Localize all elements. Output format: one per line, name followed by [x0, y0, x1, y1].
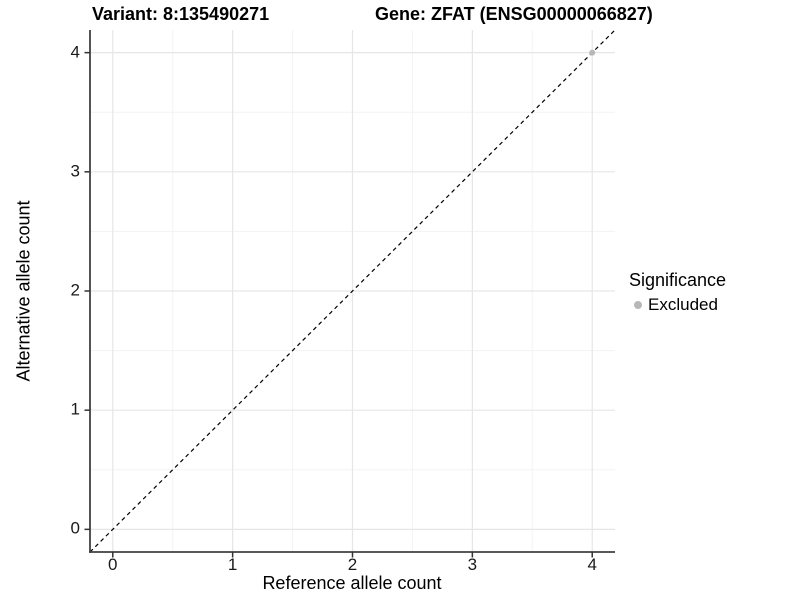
legend-item-label: Excluded	[648, 295, 718, 314]
y-tick-label: 2	[70, 280, 80, 300]
legend: Significance Excluded	[629, 270, 726, 315]
x-tick-label: 1	[227, 555, 238, 574]
x-axis-title: Reference allele count	[262, 573, 442, 593]
x-tick-label: 2	[347, 555, 358, 574]
y-axis-title: Alternative allele count	[13, 200, 34, 382]
variant-title: Variant: 8:135490271	[92, 4, 270, 24]
y-tick-label: 3	[70, 161, 80, 181]
y-tick-label: 1	[70, 399, 80, 419]
y-tick-label: 0	[70, 519, 80, 538]
x-tick-label: 4	[587, 555, 597, 574]
x-tick-label: 3	[467, 555, 478, 574]
legend-title: Significance	[629, 270, 727, 290]
data-point-excluded	[589, 49, 596, 56]
gene-title: Gene: ZFAT (ENSG00000066827)	[375, 4, 653, 24]
y-tick-label: 4	[70, 42, 80, 62]
identity-line	[89, 29, 616, 553]
legend-item-excluded: Excluded	[629, 295, 726, 315]
excluded-point-icon	[634, 301, 642, 309]
x-tick-label: 0	[108, 555, 118, 574]
